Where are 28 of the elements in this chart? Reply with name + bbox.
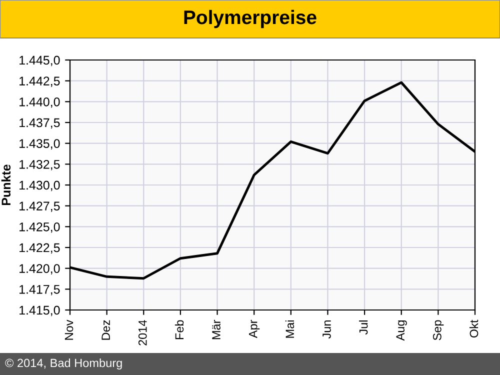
x-tick-label: Okt bbox=[469, 320, 478, 338]
x-tick-label: Dez bbox=[102, 320, 110, 340]
y-tick-label: 1.417,5 bbox=[20, 285, 60, 296]
y-tick-label: 1.415,0 bbox=[20, 306, 60, 316]
y-tick-label: 1.442,5 bbox=[20, 76, 60, 87]
y-tick-label: 1.435,0 bbox=[20, 139, 60, 150]
y-tick-label: 1.440,0 bbox=[20, 97, 60, 108]
x-tick-label: Mär bbox=[212, 320, 220, 340]
y-tick-label: 1.432,5 bbox=[20, 160, 60, 170]
x-tick-label: Feb bbox=[174, 320, 184, 340]
chart-title: Polymerpreise bbox=[184, 10, 316, 28]
y-tick-label: 1.427,5 bbox=[20, 202, 60, 212]
y-tick-label: 1.445,0 bbox=[20, 56, 60, 66]
x-tick-label: Nov bbox=[64, 320, 74, 340]
x-tick-label: Sep bbox=[432, 320, 444, 340]
y-tick-label: 1.430,0 bbox=[20, 180, 60, 192]
x-tick-label: Jul bbox=[359, 320, 368, 335]
y-tick-label: 1.437,5 bbox=[20, 118, 60, 129]
y-tick-label: 1.425,0 bbox=[20, 222, 60, 233]
x-tick-label: Mai bbox=[285, 320, 294, 338]
x-tick-label: Apr bbox=[249, 320, 260, 338]
y-tick-label: 1.420,0 bbox=[20, 264, 60, 274]
text: © 2014, Bad Homburg bbox=[5, 358, 122, 370]
y-tick-label: 1.422,5 bbox=[20, 243, 60, 254]
x-tick-label: Aug bbox=[396, 320, 407, 341]
x-tick-label: Jun bbox=[322, 320, 331, 339]
y-axis-title: Punkte bbox=[1, 164, 11, 205]
x-tick-label: 2014 bbox=[138, 320, 147, 346]
